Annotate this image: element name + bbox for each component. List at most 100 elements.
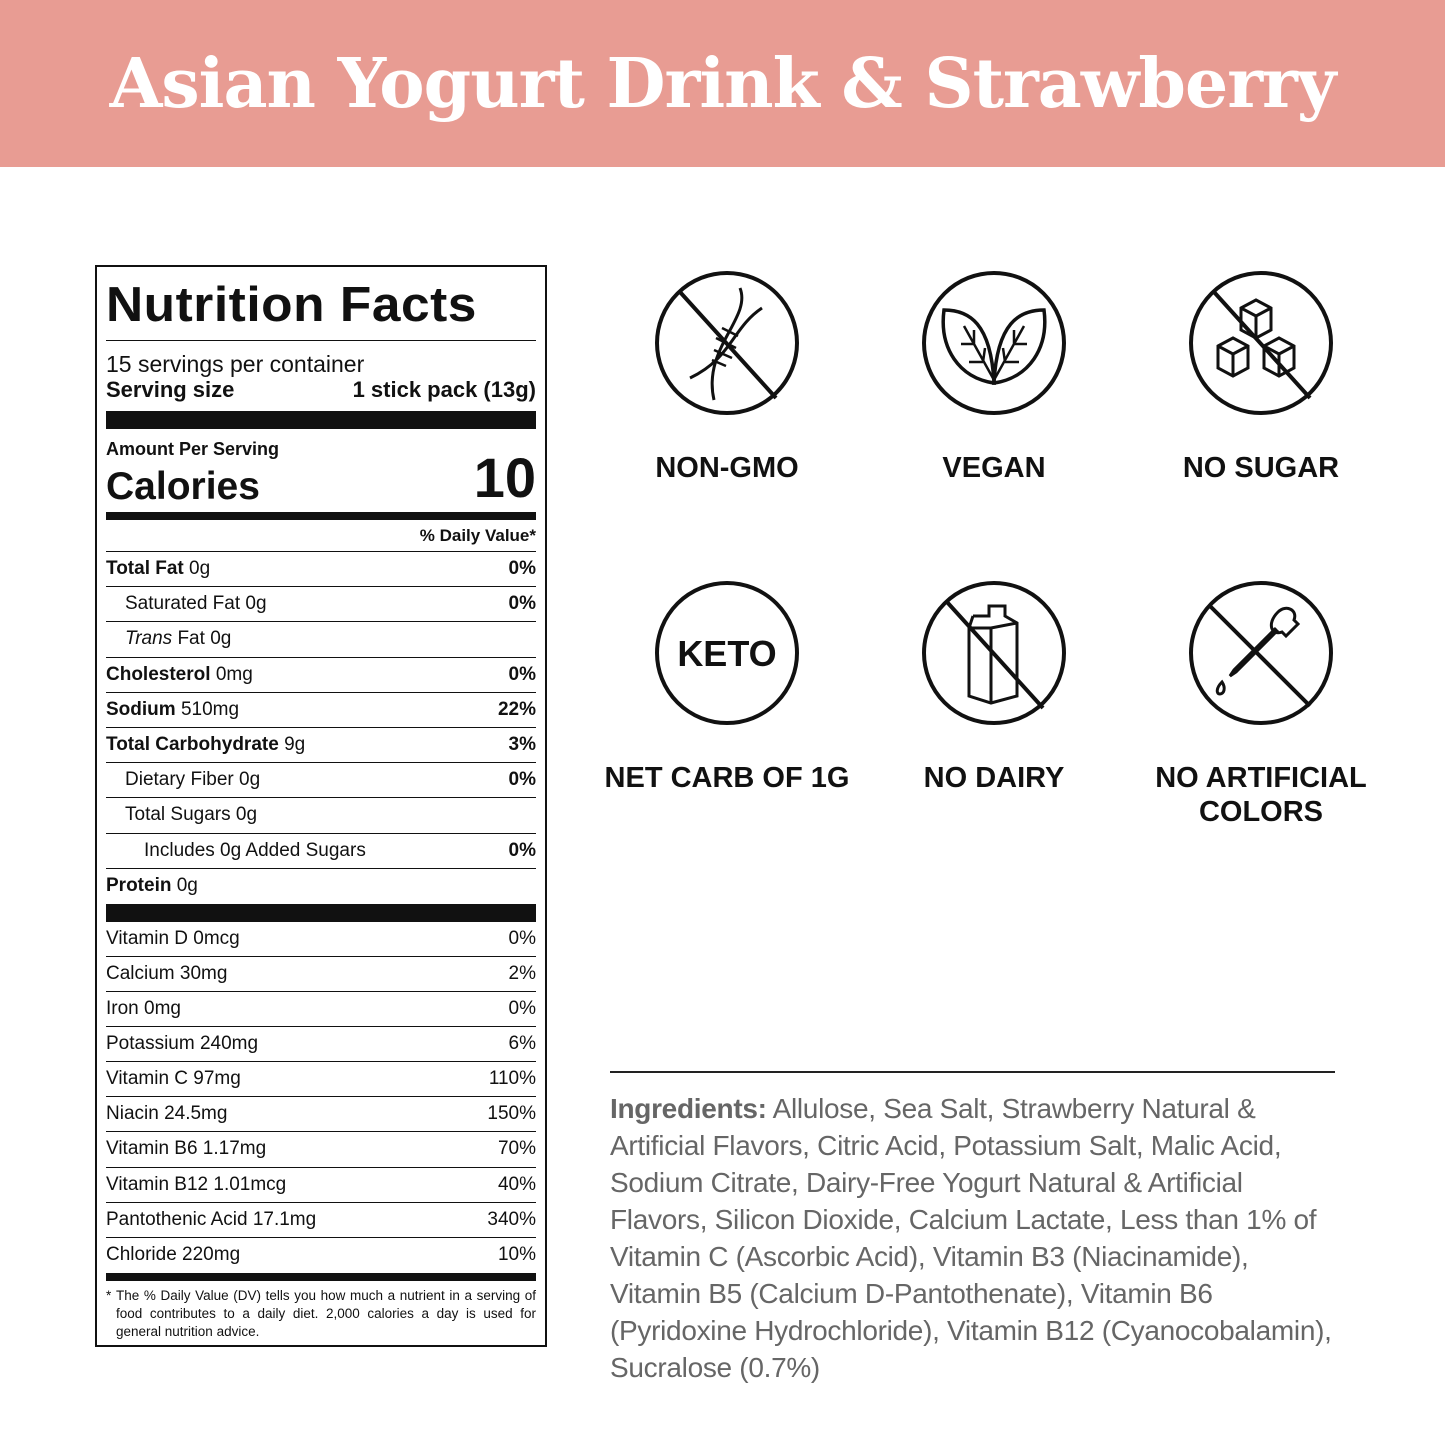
nutrient-name: Sodium [106, 698, 176, 720]
nutrient-amount: 0g [189, 558, 211, 580]
nutrient-dv: 22% [497, 698, 536, 720]
footnote-text: The % Daily Value (DV) tells you how muc… [116, 1287, 536, 1339]
vitamin-row: Vitamin D 0mcg 0% [106, 922, 536, 957]
nutrient-name: Total Sugars [125, 804, 231, 826]
nutrient-name: Saturated Fat [125, 593, 241, 615]
vitamin-row: Vitamin B12 1.01mcg 40% [106, 1168, 536, 1203]
vitamin-label: Vitamin B12 1.01mcg [106, 1173, 287, 1195]
vitamin-row: Iron 0mg 0% [106, 992, 536, 1028]
nutrient-row: Trans Fat 0g [106, 622, 536, 658]
serving-size-value: 1 stick pack (13g) [352, 377, 536, 402]
footnote-asterisk: * [106, 1287, 112, 1303]
vitamin-label: Chloride 220mg [106, 1244, 241, 1266]
vitamin-row: Pantothenic Acid 17.1mg 340% [106, 1203, 536, 1238]
vitamin-dv: 10% [497, 1244, 536, 1266]
vitamin-row: Niacin 24.5mg 150% [106, 1097, 536, 1133]
servings-per-container: 15 servings per container [106, 351, 365, 377]
vitamin-dv: 340% [487, 1208, 536, 1230]
vitamin-row: Calcium 30mg 2% [106, 957, 536, 993]
nutrient-row: Includes 0g Added Sugars 0% [106, 834, 536, 869]
medium-divider [106, 1272, 536, 1281]
nutrient-dv: 0% [508, 839, 536, 861]
footnote: * The % Daily Value (DV) tells you how m… [106, 1287, 536, 1341]
no-dropper-icon [1189, 581, 1333, 725]
ingredients-label: Ingredients: [610, 1093, 767, 1124]
vitamin-label: Calcium 30mg [106, 963, 228, 985]
serving-size-label: Serving size [106, 377, 235, 402]
nutrient-row: Total Fat 0g 0% [106, 552, 536, 588]
nutrient-dv: 0% [508, 558, 536, 580]
nutrient-row: Saturated Fat 0g 0% [106, 587, 536, 623]
amount-per-serving: Amount Per Serving [106, 439, 280, 459]
nutrient-row: Dietary Fiber 0g 0% [106, 763, 536, 799]
nutrient-name: Total Fat [106, 558, 184, 580]
vitamin-label: Pantothenic Acid 17.1mg [106, 1208, 317, 1230]
no-dna-icon [655, 271, 799, 415]
nutrient-amount: 0g [235, 804, 258, 826]
nutrient-name: Dietary Fiber [125, 769, 234, 791]
nutrient-name: Fat [177, 628, 205, 650]
nutrition-facts-heading: Nutrition Facts [106, 278, 477, 332]
serving-size: Serving size 1 stick pack (13g) [106, 377, 536, 403]
title-banner: Asian Yogurt Drink & Strawberry [0, 0, 1445, 167]
vitamin-dv: 110% [488, 1068, 536, 1090]
badge-label-keto: NET CARB OF 1G [604, 762, 850, 794]
nutrient-dv: 0% [508, 663, 536, 685]
nutrient-row: Protein 0g [106, 869, 536, 904]
thick-divider [106, 411, 536, 429]
vitamin-dv: 0% [508, 998, 536, 1020]
keto-icon-text: KETO [677, 633, 776, 674]
vitamin-label: Niacin 24.5mg [106, 1103, 228, 1125]
nutrient-amount: 0mg [215, 663, 253, 685]
nutrient-row: Total Carbohydrate 9g 3% [106, 728, 536, 764]
badge-label-no-sugar: NO SUGAR [1182, 452, 1340, 484]
vitamin-row: Vitamin B6 1.17mg 70% [106, 1132, 536, 1168]
badge-label-non-gmo: NON-GMO [655, 452, 799, 484]
nutrient-row: Sodium 510mg 22% [106, 693, 536, 728]
nutrient-amount: 0g [245, 593, 267, 615]
nutrient-amount: 0g [239, 769, 261, 791]
badge-label-vegan: VEGAN [942, 452, 1046, 484]
nutrient-name: Total Carbohydrate [106, 734, 279, 756]
nutrition-facts-panel: Nutrition Facts 15 servings per containe… [95, 265, 547, 1347]
nutrient-row: Cholesterol 0mg 0% [106, 658, 536, 693]
vitamin-dv: 0% [508, 927, 536, 949]
vitamin-dv: 70% [497, 1138, 536, 1160]
vitamin-dv: 40% [497, 1173, 536, 1195]
calories-label: Calories [106, 465, 260, 508]
no-milk-carton-icon [922, 581, 1066, 725]
vitamin-label: Vitamin D 0mcg [106, 927, 240, 949]
vitamin-dv: 2% [508, 963, 536, 985]
nutrient-name: Protein [106, 875, 172, 897]
vitamin-row: Potassium 240mg 6% [106, 1027, 536, 1063]
nutrient-amount: 510mg [180, 698, 240, 720]
thick-divider [106, 903, 536, 922]
ingredients: Ingredients: Allulose, Sea Salt, Strawbe… [610, 1090, 1345, 1386]
vitamin-row: Chloride 220mg 10% [106, 1238, 536, 1273]
vitamin-row: Vitamin C 97mg 110% [106, 1062, 536, 1098]
medium-divider [106, 512, 536, 520]
product-title: Asian Yogurt Drink & Strawberry [109, 43, 1337, 124]
nutrient-row: Total Sugars 0g [106, 798, 536, 834]
nutrient-name: Trans [125, 628, 173, 650]
vitamin-dv: 6% [508, 1033, 536, 1055]
nutrient-name: Cholesterol [106, 663, 211, 685]
leaves-icon [922, 271, 1066, 415]
keto-icon: KETO [655, 581, 799, 725]
badge-label-no-artificial-colors: NO ARTIFICIAL COLORS [1155, 762, 1367, 828]
badge-label-no-dairy: NO DAIRY [923, 762, 1065, 794]
calories-value: 10 [473, 446, 536, 509]
nutrient-name: Includes 0g Added Sugars [144, 839, 366, 861]
nutrient-amount: 9g [284, 734, 306, 756]
vitamin-dv: 150% [487, 1103, 536, 1125]
vitamin-label: Iron 0mg [106, 998, 181, 1020]
calories-row: Calories 10 [106, 450, 536, 508]
ingredients-divider [610, 1071, 1335, 1073]
vitamin-label: Vitamin B6 1.17mg [106, 1138, 267, 1160]
nutrient-dv: 3% [508, 734, 536, 756]
nutrient-dv: 0% [508, 769, 536, 791]
divider [106, 340, 536, 341]
nutrient-amount: 0g [176, 875, 198, 897]
daily-value-header: % Daily Value* [106, 520, 536, 552]
vitamin-label: Potassium 240mg [106, 1033, 259, 1055]
